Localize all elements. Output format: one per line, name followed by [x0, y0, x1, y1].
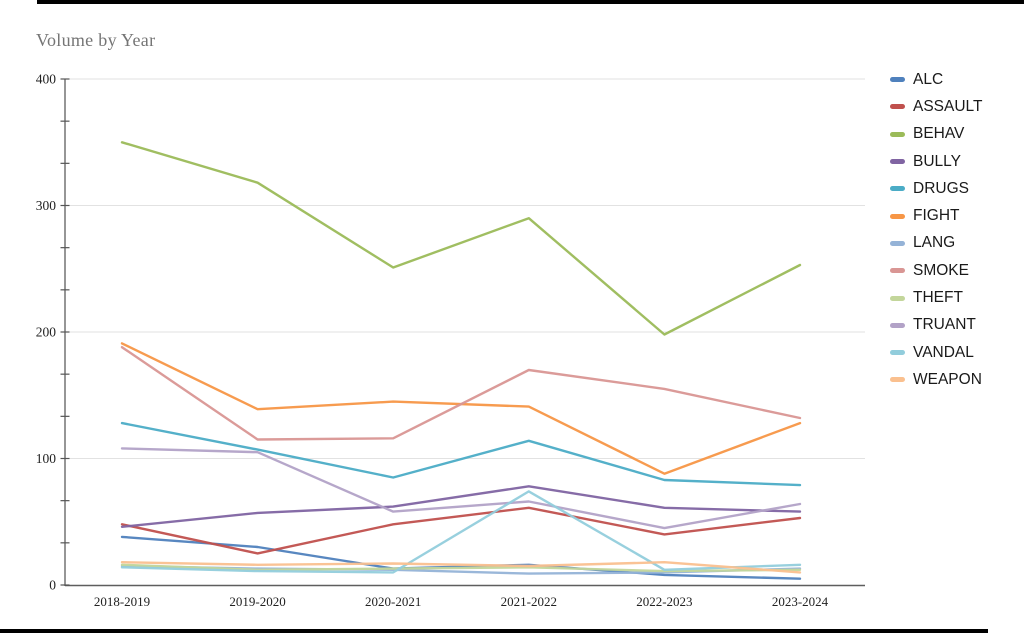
legend-label: WEAPON	[913, 370, 982, 388]
legend-item-vandal[interactable]: VANDAL	[890, 339, 1020, 366]
legend-item-smoke[interactable]: SMOKE	[890, 257, 1020, 284]
chart-title: Volume by Year	[36, 30, 156, 50]
legend-swatch-icon	[890, 350, 905, 356]
window-border-top	[37, 0, 1024, 4]
y-axis-label: 0	[49, 578, 56, 593]
series-line-alc[interactable]	[120, 535, 802, 580]
legend-label: LANG	[913, 234, 956, 252]
legend-label: TRUANT	[913, 316, 976, 334]
series-line-vandal[interactable]	[120, 490, 802, 574]
legend-swatch-icon	[890, 159, 905, 165]
legend-item-drugs[interactable]: DRUGS	[890, 175, 1020, 202]
series-line-behav[interactable]	[120, 141, 802, 336]
legend-swatch-icon	[890, 240, 905, 246]
legend-label: ALC	[913, 70, 944, 88]
legend-label: DRUGS	[913, 179, 969, 197]
legend-swatch-icon	[890, 295, 905, 301]
legend-swatch-icon	[890, 131, 905, 137]
legend-label: SMOKE	[913, 261, 969, 279]
legend-item-truant[interactable]: TRUANT	[890, 312, 1020, 339]
legend-item-behav[interactable]: BEHAV	[890, 121, 1020, 148]
x-axis-label: 2022-2023	[636, 594, 692, 609]
y-axis-label: 300	[36, 198, 57, 213]
legend-item-weapon[interactable]: WEAPON	[890, 366, 1020, 393]
legend-item-lang[interactable]: LANG	[890, 230, 1020, 257]
series-line-smoke[interactable]	[120, 346, 802, 441]
legend-swatch-icon	[890, 104, 905, 110]
x-axis-label: 2018-2019	[94, 594, 150, 609]
legend-item-alc[interactable]: ALC	[890, 66, 1020, 93]
series-line-fight[interactable]	[120, 342, 802, 475]
y-axis-label: 200	[36, 325, 57, 340]
series-line-truant[interactable]	[120, 447, 802, 530]
series-line-assault[interactable]	[120, 506, 802, 555]
legend-label: BEHAV	[913, 125, 965, 143]
x-axis-label: 2020-2021	[365, 594, 421, 609]
legend-swatch-icon	[890, 322, 905, 328]
y-axis-label: 400	[36, 72, 57, 87]
x-axis-label: 2023-2024	[772, 594, 829, 609]
legend-item-theft[interactable]: THEFT	[890, 284, 1020, 311]
x-axis-label: 2021-2022	[501, 594, 557, 609]
legend-swatch-icon	[890, 186, 905, 192]
series-line-weapon[interactable]	[120, 561, 802, 574]
x-axis-label: 2019-2020	[229, 594, 285, 609]
window-border-bottom	[0, 629, 988, 633]
legend-swatch-icon	[890, 213, 905, 219]
legend-label: ASSAULT	[913, 97, 983, 115]
legend-item-fight[interactable]: FIGHT	[890, 202, 1020, 229]
series-line-bully[interactable]	[120, 485, 802, 528]
y-axis-label: 100	[36, 451, 57, 466]
legend: ALC ASSAULT BEHAV BULLY DRUGS FIGHT LANG SMOKE T…	[890, 66, 1020, 394]
legend-swatch-icon	[890, 268, 905, 274]
series-line-theft[interactable]	[120, 563, 802, 573]
legend-label: BULLY	[913, 152, 961, 170]
legend-swatch-icon	[890, 377, 905, 383]
legend-item-assault[interactable]: ASSAULT	[890, 93, 1020, 120]
legend-label: THEFT	[913, 289, 963, 307]
legend-label: VANDAL	[913, 343, 974, 361]
series-line-drugs[interactable]	[120, 421, 802, 487]
legend-item-bully[interactable]: BULLY	[890, 148, 1020, 175]
legend-label: FIGHT	[913, 207, 960, 225]
legend-swatch-icon	[890, 77, 905, 83]
